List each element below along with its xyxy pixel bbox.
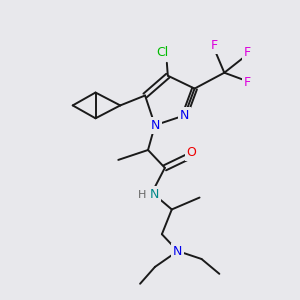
Text: N: N: [180, 109, 189, 122]
Text: F: F: [244, 76, 251, 89]
Text: Cl: Cl: [156, 46, 168, 59]
Text: O: O: [187, 146, 196, 160]
Text: N: N: [149, 188, 159, 201]
Text: H: H: [138, 190, 146, 200]
Text: N: N: [150, 119, 160, 132]
Text: F: F: [244, 46, 251, 59]
Text: F: F: [211, 40, 218, 52]
Text: N: N: [173, 244, 182, 258]
